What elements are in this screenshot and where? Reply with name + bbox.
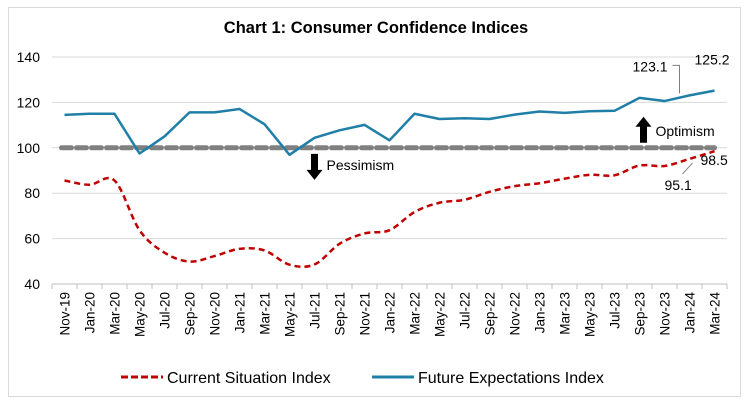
x-tick-label: May-22 bbox=[433, 292, 448, 337]
legend-label: Current Situation Index bbox=[167, 370, 331, 387]
arrow-up-icon bbox=[635, 116, 652, 143]
y-tick-label: 60 bbox=[24, 231, 40, 247]
x-tick-label: May-21 bbox=[283, 292, 298, 337]
data-label: 98.5 bbox=[701, 152, 728, 168]
series-line-current-situation-index bbox=[64, 150, 715, 269]
x-tick-label: Sep-23 bbox=[633, 292, 648, 336]
x-tick-label: Jan-24 bbox=[683, 292, 698, 334]
legend: Current Situation Index Future Expectatio… bbox=[121, 370, 604, 387]
y-tick-label: 140 bbox=[17, 49, 41, 65]
series-line-future-expectations-index bbox=[64, 89, 715, 157]
x-tick-label: Jan-20 bbox=[83, 292, 98, 333]
y-axis: 40 60 80 100 120 140 bbox=[17, 49, 41, 292]
x-tick-label: Mar-22 bbox=[408, 292, 423, 335]
x-tick-label: Nov-23 bbox=[658, 292, 673, 336]
y-tick-label: 40 bbox=[24, 276, 40, 292]
leader-line bbox=[682, 162, 693, 175]
series-group bbox=[59, 89, 717, 269]
x-tick-label: Mar-20 bbox=[108, 292, 123, 335]
x-tick-label: Jan-21 bbox=[233, 292, 248, 333]
legend-label: Future Expectations Index bbox=[418, 370, 604, 387]
x-tick-label: Jan-23 bbox=[533, 292, 548, 333]
data-label: 125.2 bbox=[695, 52, 730, 68]
arrow-down-icon bbox=[306, 153, 323, 180]
x-tick-label: Nov-20 bbox=[208, 292, 223, 336]
x-tick-label: Jan-22 bbox=[383, 292, 398, 333]
y-tick-label: 120 bbox=[17, 94, 41, 110]
annotations: Optimism Pessimism bbox=[306, 116, 715, 180]
x-tick-label: Sep-21 bbox=[333, 292, 348, 336]
data-label: 123.1 bbox=[633, 58, 668, 74]
optimism-label: Optimism bbox=[656, 123, 715, 139]
chart-frame bbox=[8, 7, 741, 397]
data-labels: 123.1 125.2 95.1 98.5 bbox=[633, 52, 730, 193]
x-tick-label: Sep-22 bbox=[483, 292, 498, 336]
x-tick-label: Jul-23 bbox=[608, 292, 623, 329]
x-tick-label: May-20 bbox=[133, 292, 148, 337]
x-tick-label: May-23 bbox=[583, 292, 598, 337]
y-tick-label: 80 bbox=[24, 185, 40, 201]
leader-line bbox=[672, 64, 680, 94]
x-tick-label: Jul-20 bbox=[158, 292, 173, 329]
x-tick-label: Mar-23 bbox=[558, 292, 573, 335]
x-tick-label: Nov-21 bbox=[358, 292, 373, 336]
x-tick-label: Mar-21 bbox=[258, 292, 273, 335]
data-label: 95.1 bbox=[665, 177, 692, 193]
x-tick-label: Nov-19 bbox=[58, 292, 73, 336]
x-tick-label: Nov-22 bbox=[508, 292, 523, 336]
chart-title: Chart 1: Consumer Confidence Indices bbox=[223, 19, 529, 37]
x-tick-label: Mar-24 bbox=[708, 292, 723, 335]
x-tick-label: Sep-20 bbox=[183, 292, 198, 336]
pessimism-label: Pessimism bbox=[327, 157, 395, 173]
y-tick-label: 100 bbox=[17, 140, 41, 156]
x-tick-label: Jul-21 bbox=[308, 292, 323, 329]
x-tick-label: Jul-22 bbox=[458, 292, 473, 329]
x-axis: Nov-19 Jan-20 Mar-20 May-20 Jul-20 Sep-20 Nov-… bbox=[51, 283, 728, 337]
